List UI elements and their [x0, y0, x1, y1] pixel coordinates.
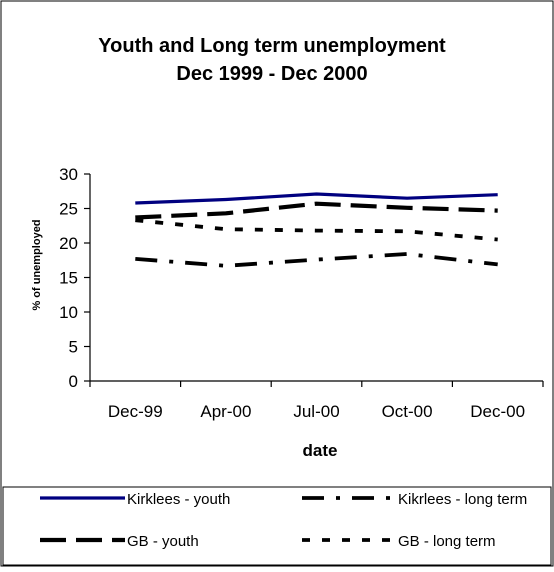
y-tick-label: 0 [69, 372, 78, 391]
series-line-2 [135, 201, 498, 220]
legend-label-3: GB - long term [398, 533, 496, 550]
x-tick-label: Dec-00 [470, 402, 525, 421]
x-tick-label: Dec-99 [108, 402, 163, 421]
series-lines [135, 192, 498, 268]
chart-subtitle: Dec 1999 - Dec 2000 [176, 63, 367, 85]
series-line-0 [135, 192, 498, 205]
y-tick-label: 5 [69, 338, 78, 357]
x-axis-label: date [303, 441, 338, 460]
series-line-1 [135, 252, 498, 268]
y-axis-label: % of unemployed [31, 219, 43, 310]
y-tick-label: 10 [59, 303, 78, 322]
x-tick-label: Apr-00 [200, 402, 251, 421]
series-line-3 [135, 218, 498, 242]
y-tick-label: 30 [59, 165, 78, 184]
legend-label-1: Kikrlees - long term [398, 491, 527, 508]
y-tick-label: 25 [59, 200, 78, 219]
legend: Kirklees - youth Kikrlees - long term GB -… [40, 491, 527, 550]
x-tick-label: Jul-00 [293, 402, 339, 421]
chart-title: Youth and Long term unemployment [98, 35, 446, 57]
y-ticks: 0 5 10 15 20 25 30 [59, 165, 90, 391]
legend-label-2: GB - youth [127, 533, 199, 550]
legend-box [2, 486, 552, 566]
y-tick-label: 15 [59, 269, 78, 288]
y-tick-label: 20 [59, 234, 78, 253]
legend-label-0: Kirklees - youth [127, 491, 230, 508]
x-tick-label: Oct-00 [382, 402, 433, 421]
x-ticks: Dec-99 Apr-00 Jul-00 Oct-00 Dec-00 [89, 381, 544, 421]
